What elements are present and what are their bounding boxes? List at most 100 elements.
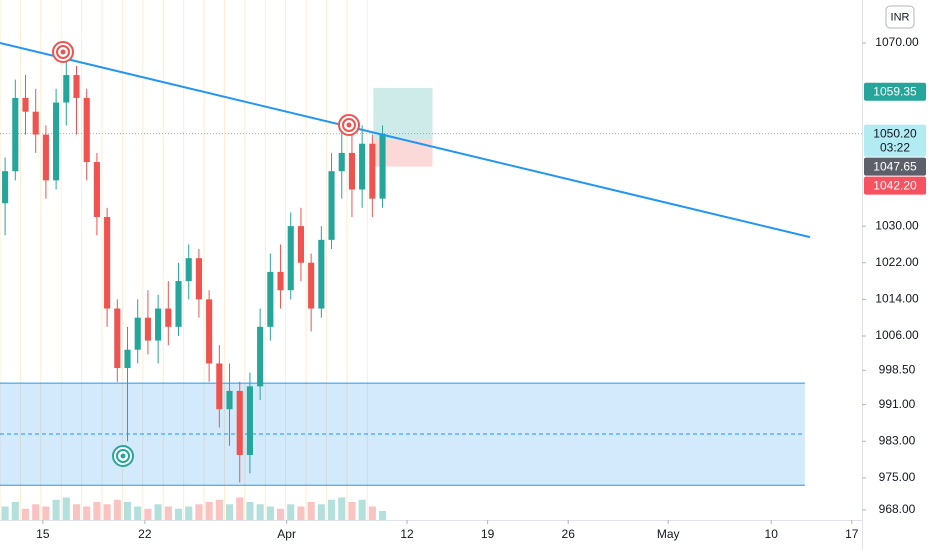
candle-body xyxy=(114,308,121,369)
axes-layer: 1070.00 1030.00 1022.00 1014.00 1006.00 998.5… xyxy=(36,35,926,541)
y-tick-label: 1070.00 xyxy=(875,35,919,49)
candle-body xyxy=(297,226,304,263)
volume-bar xyxy=(62,497,70,520)
volume-bar xyxy=(174,508,183,520)
volume-bar xyxy=(195,504,203,520)
x-tick-label: 15 xyxy=(36,527,50,541)
candle-body xyxy=(63,75,70,103)
candle-body xyxy=(144,317,151,341)
candle-body xyxy=(287,226,294,291)
price-label-box xyxy=(864,82,926,101)
y-tick-label: 1014.00 xyxy=(875,292,919,306)
y-tick-label: 968.00 xyxy=(879,502,916,516)
volume-bar xyxy=(225,504,234,520)
volume-bar xyxy=(246,502,254,520)
volume-bar xyxy=(368,506,376,520)
candle-body xyxy=(318,239,325,309)
volume-bar xyxy=(185,506,193,520)
volume-bar xyxy=(317,504,325,520)
volume-bar xyxy=(297,506,305,520)
candle-body xyxy=(2,171,9,204)
candle-body xyxy=(32,111,39,135)
candle-body xyxy=(175,281,182,327)
volume-bar xyxy=(266,506,274,520)
candle-body xyxy=(206,299,213,364)
marker-ring xyxy=(342,118,356,132)
candle-body xyxy=(12,97,19,172)
price-label-box xyxy=(864,157,926,176)
x-tick-label: 22 xyxy=(138,527,152,541)
candle-body xyxy=(124,349,131,369)
marker-ring xyxy=(116,449,130,463)
volume-bar xyxy=(1,506,9,520)
candle-body xyxy=(359,143,366,190)
signal-marker xyxy=(338,114,360,136)
price-label: 1042.20 xyxy=(873,178,917,192)
volume-bar xyxy=(113,499,121,520)
volume-bar xyxy=(256,504,264,520)
price-label-box xyxy=(864,124,926,157)
candle-body xyxy=(185,258,192,282)
y-tick-label: 1030.00 xyxy=(875,218,919,232)
candle-body xyxy=(338,152,345,172)
candle-body xyxy=(277,271,284,291)
price-label-box xyxy=(864,176,926,195)
volume-bar xyxy=(144,508,152,520)
x-tick-label: 17 xyxy=(845,527,859,541)
volume-bar xyxy=(32,504,40,520)
candle-body xyxy=(257,326,264,387)
candle-body xyxy=(226,390,233,410)
candle-body xyxy=(308,262,315,309)
volume-bar xyxy=(123,502,132,520)
volume-bar xyxy=(378,511,387,520)
signal-marker xyxy=(52,41,74,63)
x-tick-label: Apr xyxy=(277,527,296,541)
price-label: 1059.35 xyxy=(873,84,917,98)
volume-bar xyxy=(103,504,111,520)
candle-body xyxy=(216,363,223,410)
volume-bar xyxy=(276,508,285,520)
marker-dot xyxy=(60,49,66,55)
candle-body xyxy=(73,75,80,98)
price-label: 1050.20 xyxy=(873,126,917,140)
volume-bar xyxy=(338,497,346,520)
signal-marker xyxy=(112,445,134,467)
candle-body xyxy=(195,258,202,300)
x-tick-label: 10 xyxy=(765,527,779,541)
x-tick-label: 19 xyxy=(481,527,495,541)
countdown-label: 03:22 xyxy=(880,140,910,154)
trendline xyxy=(0,42,811,239)
candle-body xyxy=(22,97,29,112)
plot-layer xyxy=(0,42,862,520)
y-tick-label: 983.00 xyxy=(879,433,916,447)
candle-body xyxy=(83,97,90,163)
candle-body xyxy=(246,386,253,455)
candle-body xyxy=(53,102,60,181)
y-tick-label: 998.50 xyxy=(879,362,916,376)
x-tick-label: May xyxy=(657,527,680,541)
marker-dot xyxy=(120,453,126,459)
volume-bar xyxy=(42,506,50,520)
candle-body xyxy=(155,308,162,341)
candle-body xyxy=(348,152,356,190)
marker-dot xyxy=(346,122,352,128)
volume-bar xyxy=(21,508,30,520)
candle-body xyxy=(42,134,49,181)
volume-bar xyxy=(205,502,213,520)
candle-body xyxy=(104,216,111,309)
volume-bar xyxy=(52,499,60,520)
volume-bar xyxy=(83,506,91,520)
x-tick-label: 26 xyxy=(562,527,576,541)
target-box xyxy=(373,87,433,140)
volume-bar xyxy=(348,502,356,520)
volume-bar xyxy=(236,497,244,520)
volume-bar xyxy=(215,499,223,520)
x-tick-label: 12 xyxy=(400,527,414,541)
y-tick-label: 991.00 xyxy=(879,397,916,411)
y-tick-label: 975.00 xyxy=(879,470,916,484)
candle-body xyxy=(328,171,335,240)
currency-button[interactable] xyxy=(885,5,915,29)
